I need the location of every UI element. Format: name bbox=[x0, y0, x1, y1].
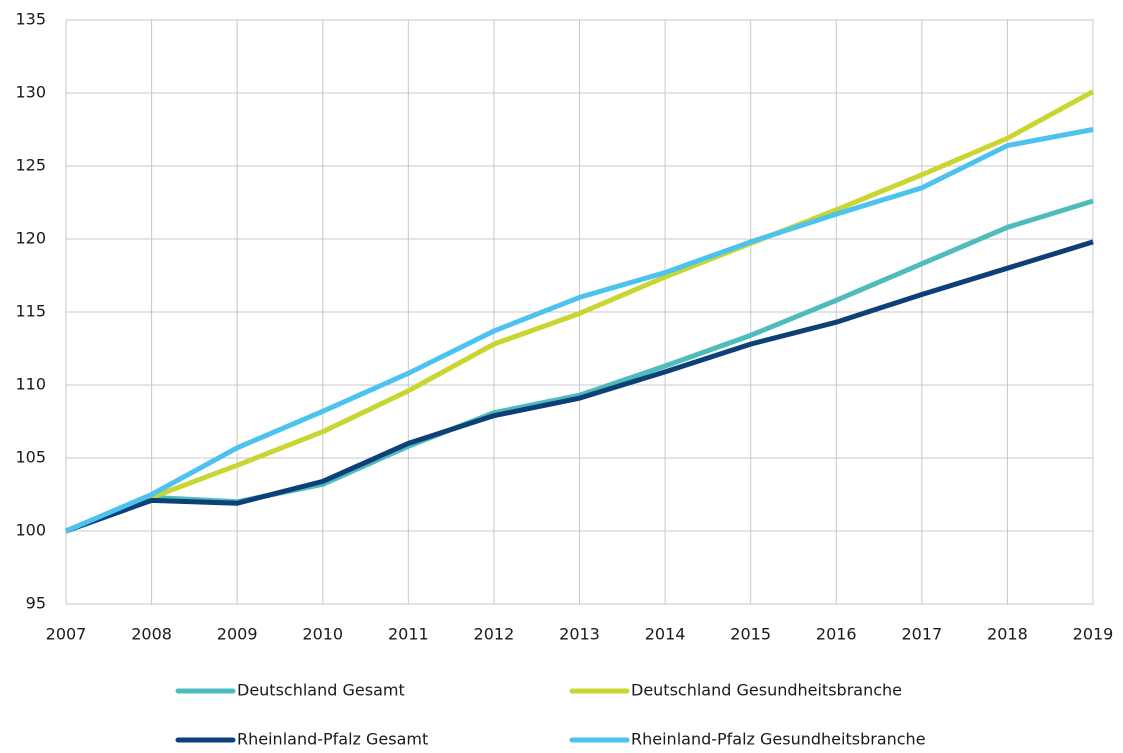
x-tick-label: 2008 bbox=[131, 625, 172, 644]
x-tick-label: 2018 bbox=[987, 625, 1028, 644]
x-tick-label: 2007 bbox=[46, 625, 87, 644]
x-tick-label: 2015 bbox=[730, 625, 771, 644]
x-tick-label: 2009 bbox=[217, 625, 258, 644]
x-tick-label: 2011 bbox=[388, 625, 429, 644]
y-tick-label: 120 bbox=[15, 229, 46, 248]
y-tick-label: 115 bbox=[15, 302, 46, 321]
series-line bbox=[65, 89, 1095, 534]
y-tick-label: 100 bbox=[15, 521, 46, 540]
series-line bbox=[65, 239, 1094, 534]
legend-label: Rheinland-Pfalz Gesamt bbox=[237, 730, 428, 749]
y-tick-label: 130 bbox=[15, 83, 46, 102]
y-tick-label: 135 bbox=[15, 10, 46, 29]
y-tick-label: 125 bbox=[15, 156, 46, 175]
legend-label: Deutschland Gesundheitsbranche bbox=[631, 681, 902, 700]
x-tick-label: 2019 bbox=[1073, 625, 1114, 644]
legend-label: Rheinland-Pfalz Gesundheitsbranche bbox=[631, 730, 926, 749]
x-tick-label: 2012 bbox=[474, 625, 515, 644]
x-tick-label: 2013 bbox=[559, 625, 600, 644]
y-tick-label: 110 bbox=[15, 375, 46, 394]
x-tick-label: 2017 bbox=[901, 625, 942, 644]
legend-label: Deutschland Gesamt bbox=[237, 681, 405, 700]
y-tick-label: 105 bbox=[15, 448, 46, 467]
series-line bbox=[65, 127, 1094, 534]
x-tick-label: 2010 bbox=[302, 625, 343, 644]
x-tick-label: 2014 bbox=[645, 625, 686, 644]
y-tick-label: 95 bbox=[26, 594, 46, 613]
plot-frame bbox=[65, 19, 1094, 605]
x-tick-label: 2016 bbox=[816, 625, 857, 644]
